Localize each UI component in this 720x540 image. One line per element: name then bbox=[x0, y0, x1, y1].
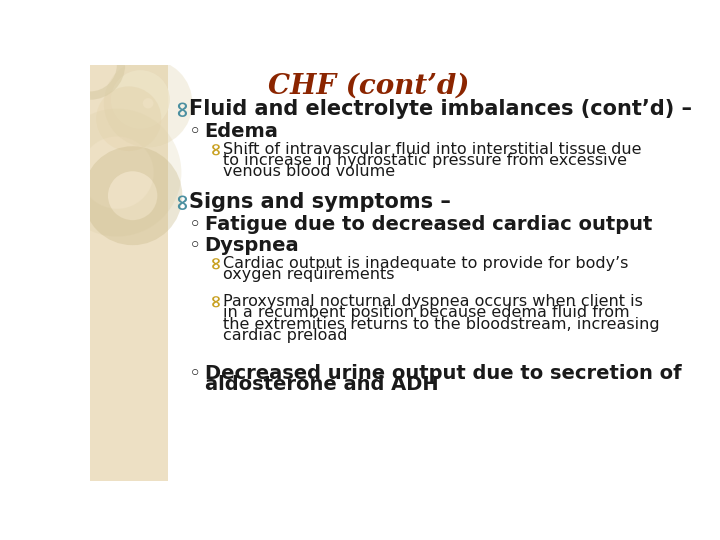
Text: Fatigue due to decreased cardiac output: Fatigue due to decreased cardiac output bbox=[204, 215, 652, 234]
Text: ∞: ∞ bbox=[172, 190, 192, 209]
Text: Edema: Edema bbox=[204, 122, 279, 141]
Text: venous blood volume: venous blood volume bbox=[223, 164, 395, 179]
Text: ◦: ◦ bbox=[189, 236, 202, 256]
Text: to increase in hydrostatic pressure from excessive: to increase in hydrostatic pressure from… bbox=[223, 153, 627, 168]
Text: ◦: ◦ bbox=[189, 122, 202, 142]
Text: Fluid and electrolyte imbalances (cont’d) –: Fluid and electrolyte imbalances (cont’d… bbox=[189, 99, 692, 119]
Text: ∞: ∞ bbox=[206, 140, 224, 155]
Text: Cardiac output is inadequate to provide for body’s: Cardiac output is inadequate to provide … bbox=[223, 256, 629, 271]
Text: oxygen requirements: oxygen requirements bbox=[223, 267, 395, 282]
Text: Paroxysmal nocturnal dyspnea occurs when client is: Paroxysmal nocturnal dyspnea occurs when… bbox=[223, 294, 643, 309]
Bar bbox=[90, 65, 168, 481]
Text: ∞: ∞ bbox=[206, 293, 224, 307]
Text: Signs and symptoms –: Signs and symptoms – bbox=[189, 192, 451, 212]
Text: Dyspnea: Dyspnea bbox=[204, 236, 300, 255]
Text: in a recumbent position because edema fluid from: in a recumbent position because edema fl… bbox=[223, 306, 630, 320]
Circle shape bbox=[111, 70, 170, 129]
Text: ◦: ◦ bbox=[189, 363, 202, 383]
Circle shape bbox=[96, 86, 161, 151]
Text: aldosterone and ADH: aldosterone and ADH bbox=[204, 375, 438, 394]
Text: ∞: ∞ bbox=[172, 97, 192, 116]
Text: Shift of intravascular fluid into interstitial tissue due: Shift of intravascular fluid into inters… bbox=[223, 142, 642, 157]
Text: ◦: ◦ bbox=[189, 215, 202, 235]
Text: Decreased urine output due to secretion of: Decreased urine output due to secretion … bbox=[204, 363, 681, 382]
Text: cardiac preload: cardiac preload bbox=[223, 328, 348, 343]
Text: CHF (cont’d): CHF (cont’d) bbox=[269, 72, 469, 99]
Text: the extremities returns to the bloodstream, increasing: the extremities returns to the bloodstre… bbox=[223, 316, 660, 332]
Text: ∞: ∞ bbox=[206, 254, 224, 269]
